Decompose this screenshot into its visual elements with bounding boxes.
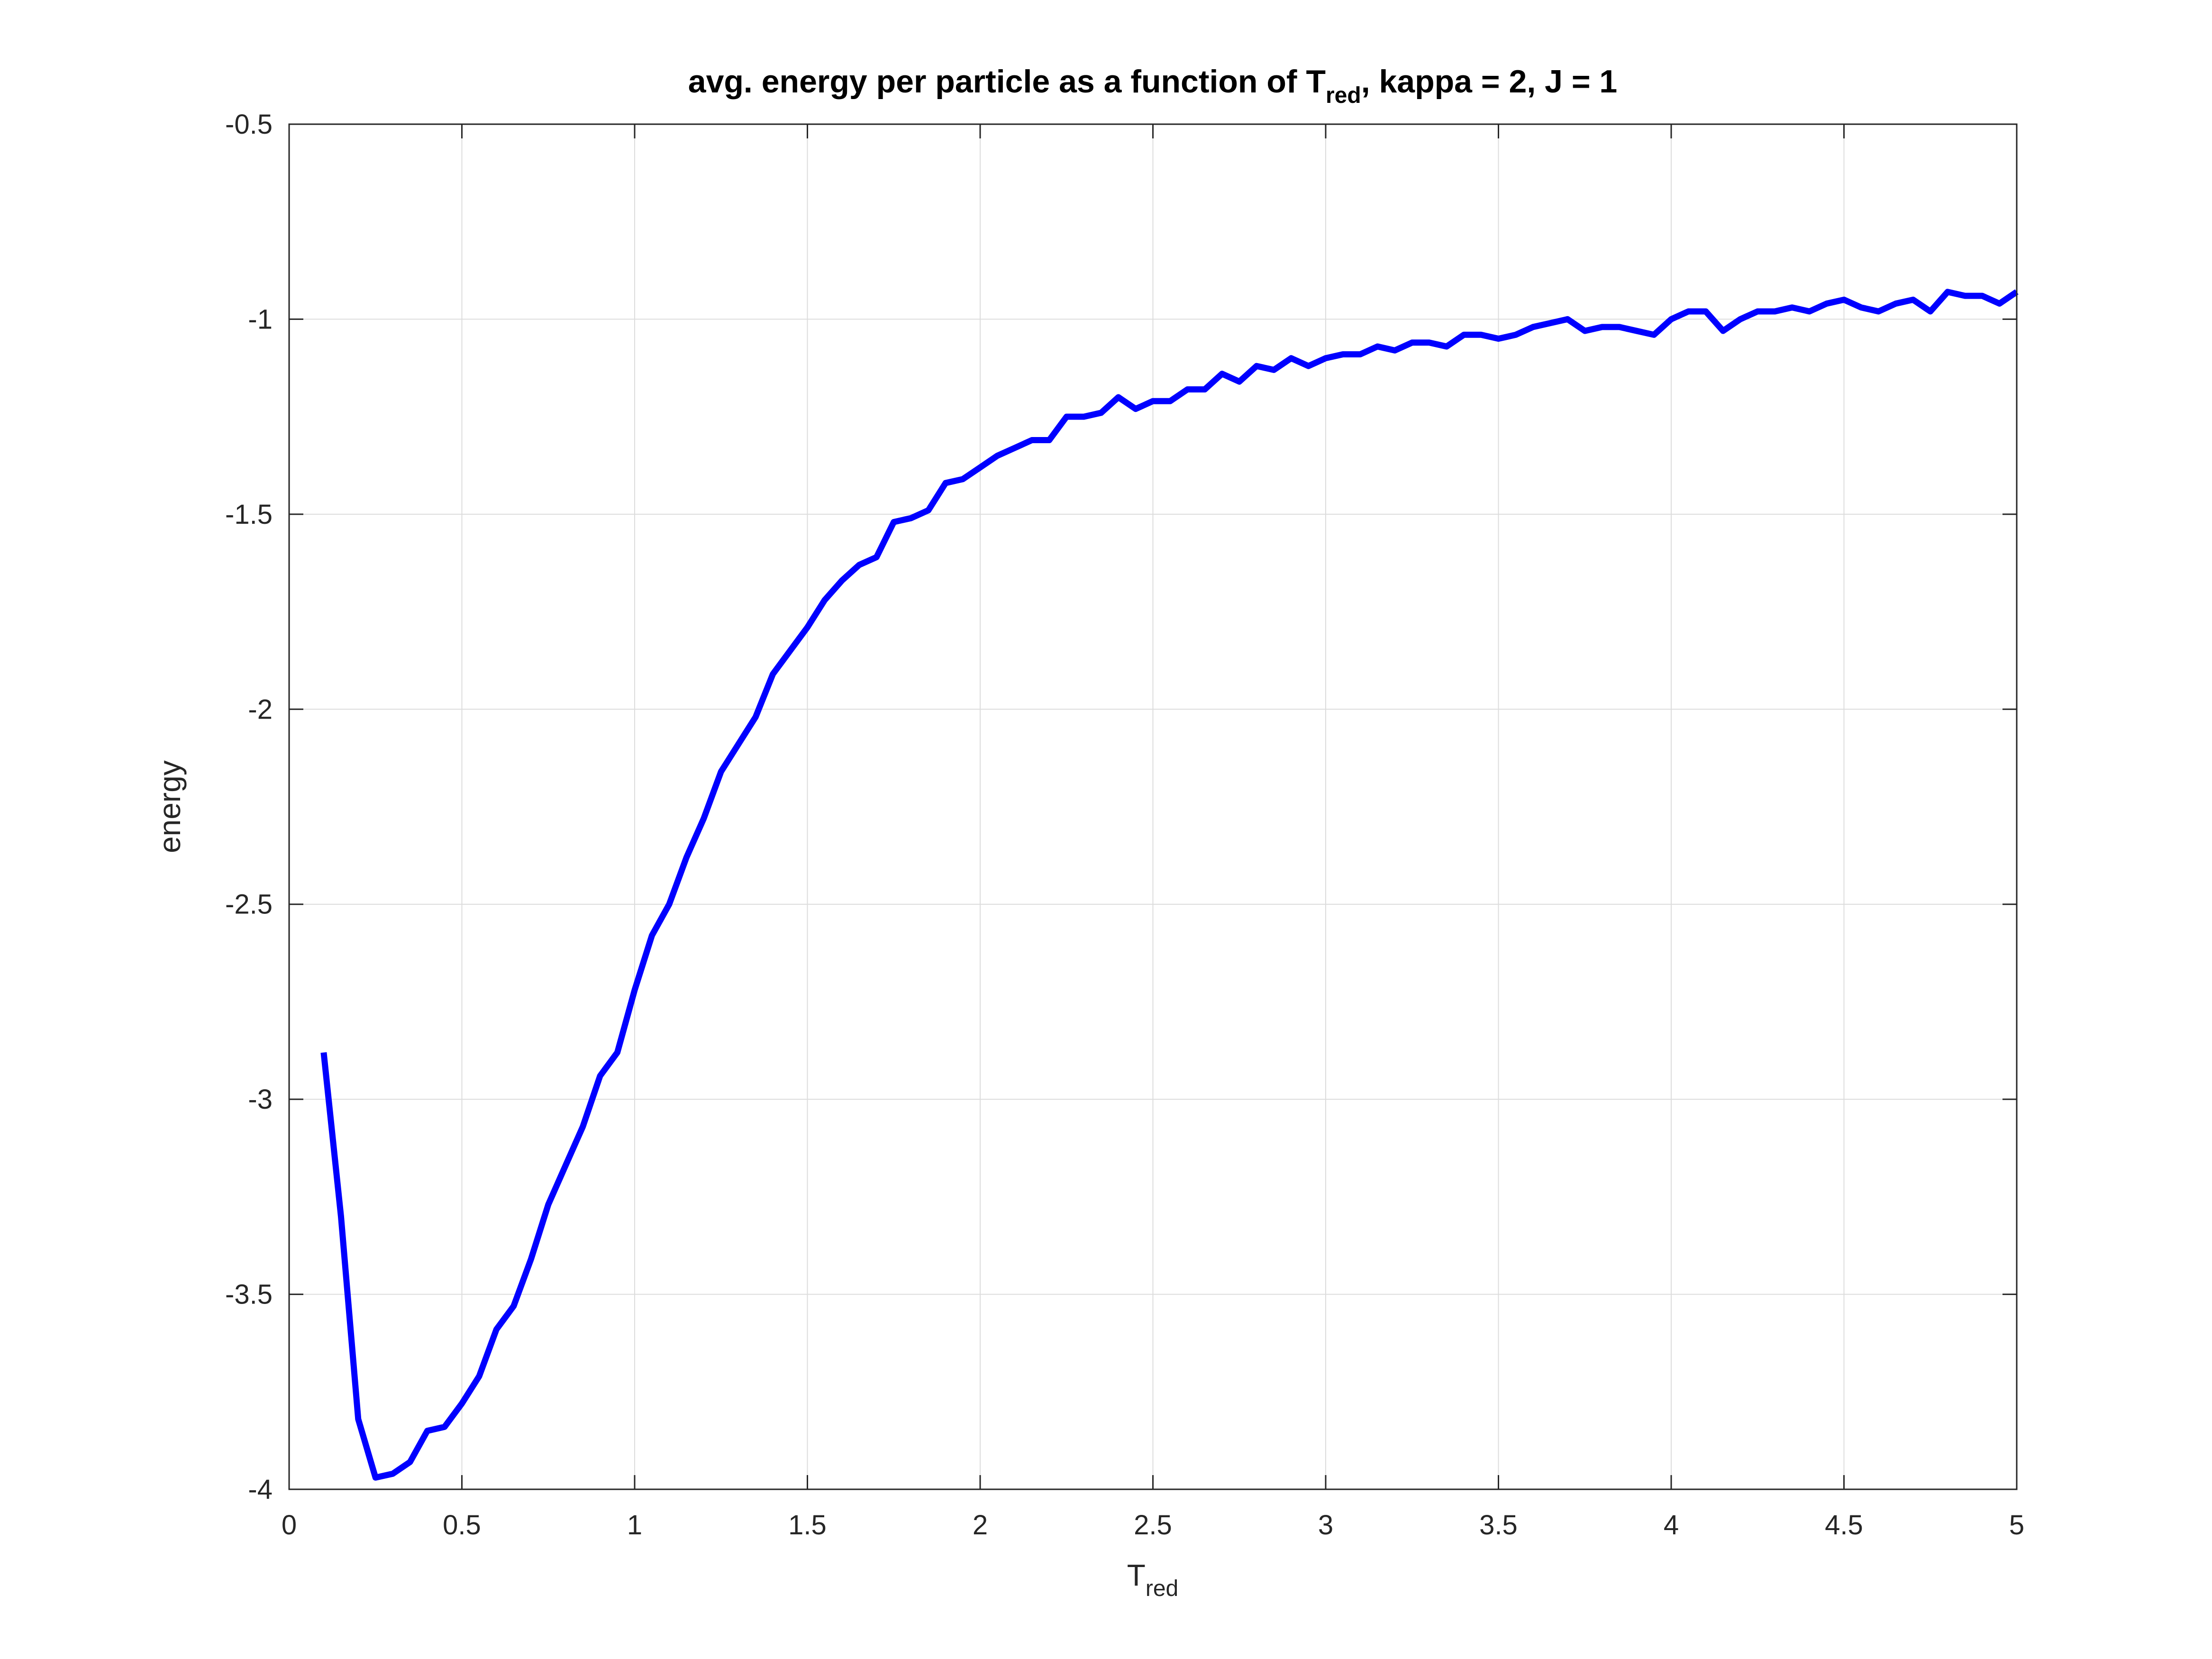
x-tick-labels: 0 0.5 1 1.5 2 2.5 3 3.5 4 4.5 5	[282, 1510, 2024, 1540]
x-tick-label: 3	[1318, 1510, 1333, 1540]
x-axis-label: Tred	[1127, 1558, 1178, 1601]
y-axis-label: energy	[153, 760, 187, 853]
x-axis-label-subscript: red	[1146, 1576, 1178, 1601]
y-tick-label: -4	[248, 1474, 273, 1505]
chart-title-suffix: , kappa = 2, J = 1	[1361, 64, 1618, 100]
y-tick-label: -3.5	[225, 1279, 273, 1310]
series-group	[320, 289, 2019, 1481]
x-tick-label: 1	[627, 1510, 642, 1540]
x-tick-label: 1.5	[788, 1510, 827, 1540]
y-tick-label: -3	[248, 1084, 273, 1115]
chart-title-prefix: avg. energy per particle as a function o…	[688, 64, 1326, 100]
x-tick-label: 4	[1664, 1510, 1679, 1540]
y-tick-label: -1	[248, 304, 273, 335]
x-tick-label: 2	[973, 1510, 988, 1540]
x-tick-label: 2.5	[1134, 1510, 1172, 1540]
x-axis-label-main: T	[1127, 1558, 1146, 1592]
chart-title: avg. energy per particle as a function o…	[688, 64, 1617, 108]
y-tick-labels: -4 -3.5 -3 -2.5 -2 -1.5 -1 -0.5	[225, 109, 273, 1505]
y-tick-label: -2	[248, 694, 273, 725]
x-tick-label: 0.5	[443, 1510, 481, 1540]
y-tick-label: -2.5	[225, 889, 273, 920]
x-tick-label: 0	[282, 1510, 297, 1540]
plot-frame	[288, 123, 2018, 1490]
y-tick-label: -1.5	[225, 499, 273, 530]
x-tick-label: 3.5	[1479, 1510, 1518, 1540]
chart-title-subscript: red	[1326, 83, 1361, 108]
y-tick-label: -0.5	[225, 109, 273, 140]
x-tick-label: 4.5	[1825, 1510, 1863, 1540]
series-line	[320, 289, 2019, 1481]
x-tick-label: 5	[2009, 1510, 2024, 1540]
